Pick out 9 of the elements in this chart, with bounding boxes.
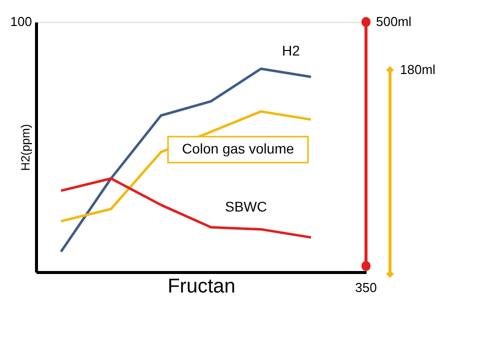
- text: 180ml: [400, 62, 436, 77]
- text: 500ml: [376, 14, 412, 29]
- y-axis-title: H2(ppm): [18, 124, 32, 171]
- series-label: H2: [282, 42, 300, 59]
- series-label: Colon gas volume: [182, 140, 294, 157]
- text: 350: [355, 280, 377, 295]
- x-axis-title: Fructan: [168, 276, 236, 298]
- text: 100: [10, 14, 32, 29]
- series-label: SBWC: [225, 198, 267, 214]
